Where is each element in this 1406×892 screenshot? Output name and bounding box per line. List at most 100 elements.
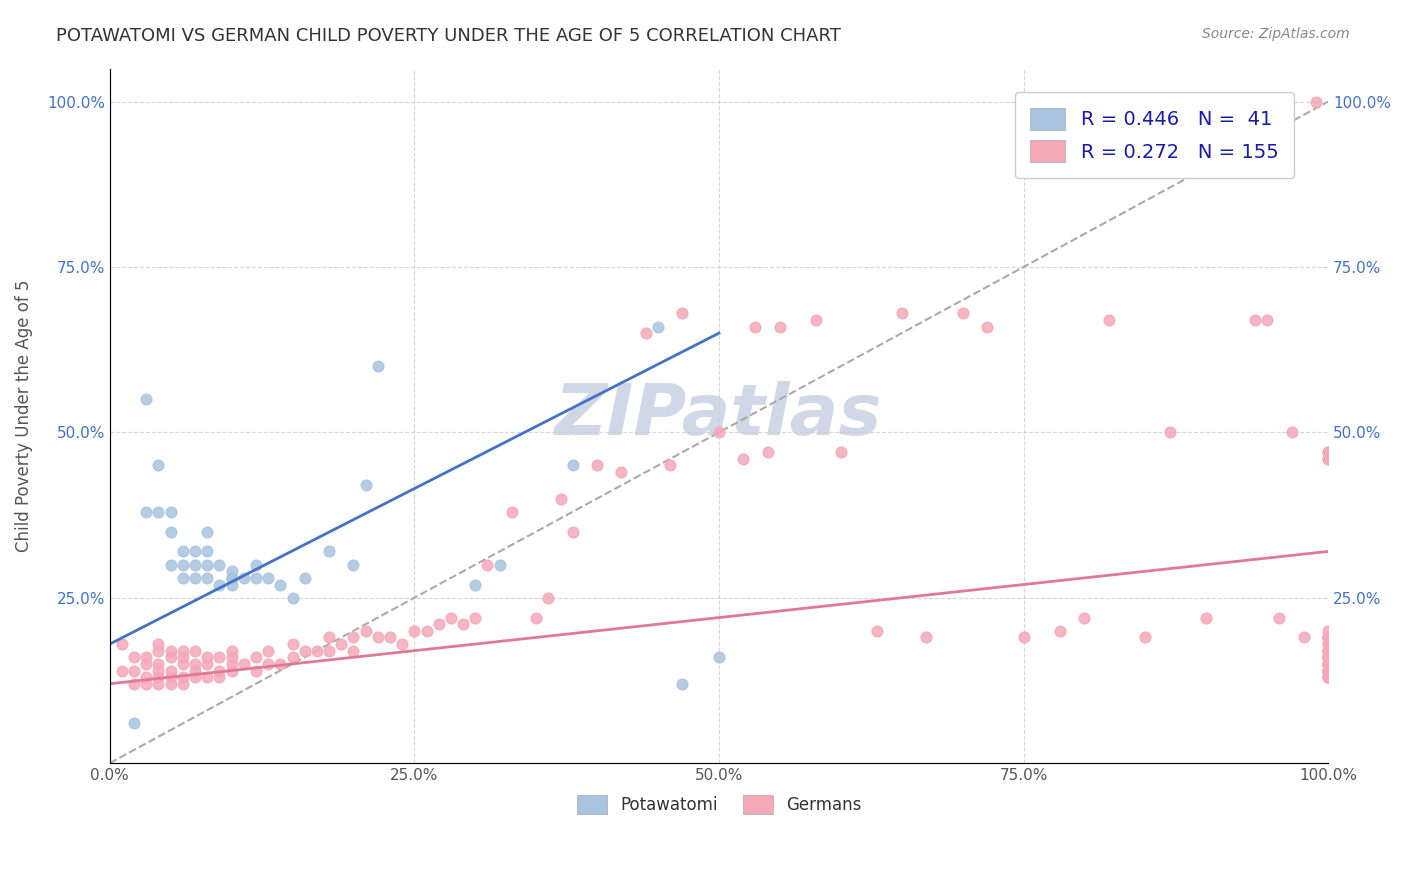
Point xyxy=(208,670,231,684)
Point xyxy=(1268,610,1291,624)
Point xyxy=(1317,664,1340,678)
Point xyxy=(111,664,134,678)
Point xyxy=(464,577,486,591)
Point xyxy=(1317,650,1340,665)
Point xyxy=(172,677,194,691)
Point xyxy=(707,650,730,665)
Point xyxy=(111,637,134,651)
Point xyxy=(221,571,243,585)
Point xyxy=(172,643,194,657)
Point xyxy=(1159,425,1181,440)
Point xyxy=(427,617,450,632)
Point xyxy=(1317,631,1340,645)
Point xyxy=(148,670,170,684)
Point xyxy=(404,624,426,638)
Point xyxy=(1317,670,1340,684)
Point xyxy=(1317,664,1340,678)
Point xyxy=(184,664,207,678)
Point xyxy=(1317,624,1340,638)
Point xyxy=(208,577,231,591)
Point xyxy=(135,677,157,691)
Point xyxy=(195,544,218,558)
Point xyxy=(1317,657,1340,671)
Point xyxy=(1317,643,1340,657)
Point xyxy=(1256,313,1278,327)
Point xyxy=(245,664,267,678)
Point xyxy=(122,716,145,731)
Point xyxy=(464,610,486,624)
Point xyxy=(744,319,766,334)
Point xyxy=(610,465,633,479)
Point xyxy=(1317,637,1340,651)
Point xyxy=(367,631,389,645)
Point xyxy=(208,558,231,572)
Point xyxy=(159,677,181,691)
Point xyxy=(232,571,254,585)
Point xyxy=(769,319,792,334)
Point xyxy=(647,319,669,334)
Point xyxy=(221,664,243,678)
Point xyxy=(1317,657,1340,671)
Point xyxy=(1317,631,1340,645)
Point xyxy=(208,650,231,665)
Point xyxy=(1098,313,1121,327)
Point xyxy=(195,657,218,671)
Point xyxy=(184,670,207,684)
Point xyxy=(1317,657,1340,671)
Point xyxy=(135,670,157,684)
Point xyxy=(1135,631,1157,645)
Point xyxy=(1292,631,1315,645)
Point xyxy=(1305,95,1327,109)
Point xyxy=(915,631,938,645)
Y-axis label: Child Poverty Under the Age of 5: Child Poverty Under the Age of 5 xyxy=(15,279,32,552)
Point xyxy=(318,631,340,645)
Text: ZIPatlas: ZIPatlas xyxy=(555,381,883,450)
Point xyxy=(330,637,353,651)
Point xyxy=(1317,451,1340,466)
Point xyxy=(281,637,304,651)
Point xyxy=(159,670,181,684)
Point xyxy=(208,664,231,678)
Point xyxy=(1317,445,1340,459)
Point xyxy=(415,624,437,638)
Point xyxy=(159,505,181,519)
Point xyxy=(195,524,218,539)
Text: POTAWATOMI VS GERMAN CHILD POVERTY UNDER THE AGE OF 5 CORRELATION CHART: POTAWATOMI VS GERMAN CHILD POVERTY UNDER… xyxy=(56,27,841,45)
Point xyxy=(707,425,730,440)
Point xyxy=(1317,657,1340,671)
Point xyxy=(501,505,523,519)
Point xyxy=(195,650,218,665)
Point xyxy=(1317,451,1340,466)
Point xyxy=(342,631,364,645)
Point xyxy=(148,643,170,657)
Point xyxy=(1317,657,1340,671)
Point xyxy=(1317,664,1340,678)
Point xyxy=(1317,670,1340,684)
Point xyxy=(952,306,974,320)
Point xyxy=(1317,664,1340,678)
Point xyxy=(378,631,401,645)
Point xyxy=(1317,670,1340,684)
Point xyxy=(221,650,243,665)
Point xyxy=(221,643,243,657)
Point xyxy=(1195,610,1218,624)
Point xyxy=(195,558,218,572)
Point xyxy=(1317,664,1340,678)
Point xyxy=(184,657,207,671)
Point xyxy=(440,610,463,624)
Point xyxy=(1244,313,1267,327)
Point xyxy=(184,558,207,572)
Point xyxy=(1317,657,1340,671)
Point xyxy=(830,445,852,459)
Point xyxy=(1317,657,1340,671)
Point xyxy=(257,571,280,585)
Point xyxy=(561,524,583,539)
Point xyxy=(890,306,912,320)
Point xyxy=(1317,664,1340,678)
Point xyxy=(1317,643,1340,657)
Point xyxy=(733,451,755,466)
Point xyxy=(269,577,291,591)
Point xyxy=(221,571,243,585)
Point xyxy=(561,458,583,473)
Point xyxy=(148,505,170,519)
